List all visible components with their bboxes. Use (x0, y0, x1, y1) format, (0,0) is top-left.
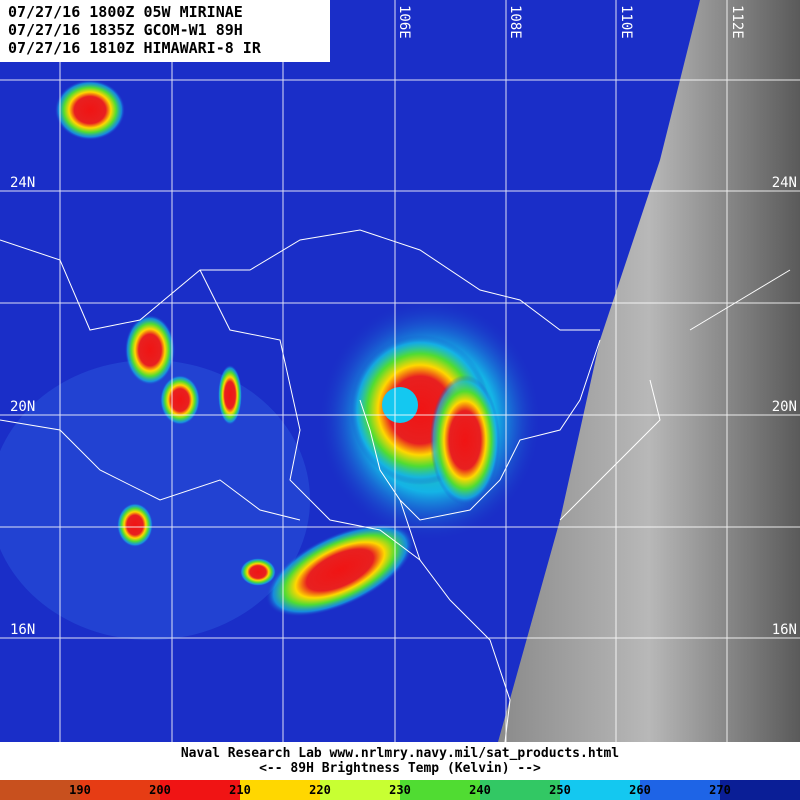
lat-label: 24N (772, 175, 797, 191)
header-line: 07/27/16 1800Z 05W MIRINAE (8, 3, 243, 21)
convection (55, 80, 125, 140)
coastline (359, 339, 601, 521)
lat-label: 16N (772, 622, 797, 638)
colorbar-label: 230 (389, 783, 411, 797)
ir-region (498, 0, 800, 742)
coastline (399, 499, 511, 743)
colorbar-label: 240 (469, 783, 491, 797)
convection (160, 375, 200, 425)
storm-eye (382, 387, 418, 423)
colorbar-segment (240, 780, 321, 800)
convection (218, 365, 242, 425)
coastline (689, 269, 791, 331)
footer-line: <-- 89H Brightness Temp (Kelvin) --> (259, 761, 541, 776)
border (199, 269, 421, 561)
lon-label: 106E (396, 5, 412, 39)
colorbar-segment (80, 780, 161, 800)
lon-label: 108E (507, 5, 523, 39)
rainband (430, 375, 500, 505)
lat-label: 20N (10, 399, 35, 415)
border (0, 229, 600, 331)
colorbar-label: 220 (309, 783, 331, 797)
lat-label: 20N (772, 399, 797, 415)
convection (117, 503, 153, 547)
colorbar-label: 270 (709, 783, 731, 797)
colorbar-segment (400, 780, 481, 800)
lat-label: 16N (10, 622, 35, 638)
header-line: 07/27/16 1835Z GCOM-W1 89H (8, 21, 243, 39)
header-line: 07/27/16 1810Z HIMAWARI-8 IR (8, 39, 262, 57)
colorbar-segment (160, 780, 241, 800)
colorbar-segment (560, 780, 641, 800)
colorbar-segment (480, 780, 561, 800)
moisture (0, 360, 310, 640)
lon-label: 112E (729, 5, 745, 39)
convection (125, 315, 175, 385)
colorbar-label: 250 (549, 783, 571, 797)
header-box (0, 0, 330, 62)
footer-line: Naval Research Lab www.nrlmry.navy.mil/s… (181, 746, 619, 761)
colorbar-segment (640, 780, 721, 800)
colorbar-segment (0, 780, 81, 800)
graticule (0, 0, 800, 742)
colorbar-label: 260 (629, 783, 651, 797)
colorbar-label: 190 (69, 783, 91, 797)
rainband (266, 523, 414, 617)
colorbar: 190 200 210 220 230 240 250 260 270 (0, 780, 800, 800)
colorbar-segment (320, 780, 401, 800)
coastline (559, 379, 661, 521)
colorbar-label: 210 (229, 783, 251, 797)
convection (240, 558, 276, 586)
lat-label: 24N (10, 175, 35, 191)
colorbar-label: 200 (149, 783, 171, 797)
footer-box (0, 742, 800, 778)
colorbar-segment (720, 780, 800, 800)
lon-label: 110E (618, 5, 634, 39)
